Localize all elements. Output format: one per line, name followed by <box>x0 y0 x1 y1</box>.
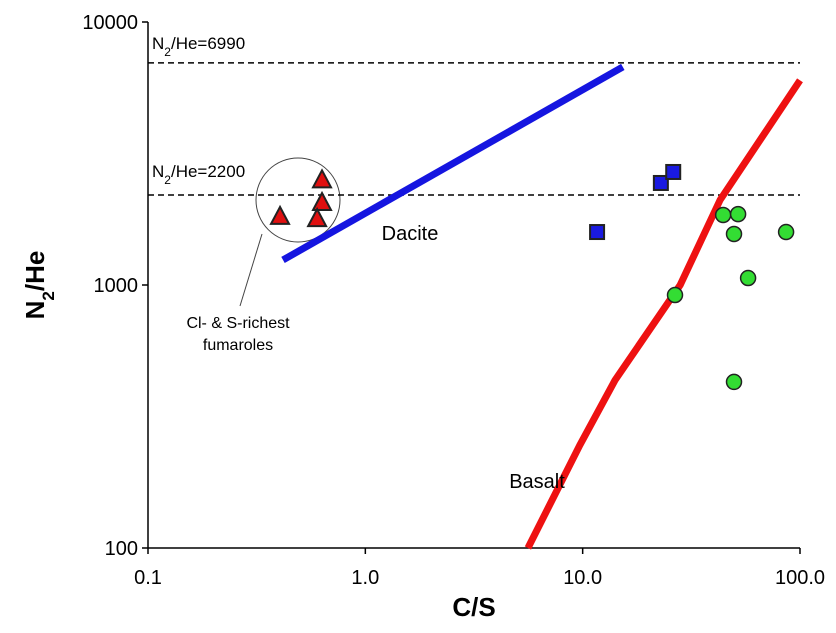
reference-label-part: 2 <box>164 45 171 59</box>
annotation: fumaroles <box>203 337 273 354</box>
annotation: Cl- & S-richest <box>186 315 290 332</box>
y-tick-label: 100 <box>105 538 138 560</box>
circle-marker <box>777 223 795 241</box>
square-marker <box>652 174 669 191</box>
x-tick-label: 100.0 <box>775 567 825 589</box>
x-tick-label: 0.1 <box>134 567 162 589</box>
y-tick-label: 10000 <box>82 12 138 34</box>
reference-label-part: /He=6990 <box>171 34 245 53</box>
reference-label: N2/He=2200 <box>152 162 245 187</box>
y-axis-label-part: 2 <box>39 291 58 300</box>
x-tick-label: 10.0 <box>563 567 602 589</box>
reference-label: N2/He=6990 <box>152 34 245 59</box>
reference-label-part: N <box>152 162 164 181</box>
circle-marker <box>725 225 743 243</box>
x-axis-label: C/S <box>452 592 495 622</box>
circle-marker <box>714 206 732 224</box>
circle-marker <box>739 269 757 287</box>
triangle-marker <box>311 168 333 189</box>
square-marker <box>665 163 682 180</box>
y-axis-label-part: N <box>20 301 50 320</box>
y-axis-label: N2/He <box>20 251 58 320</box>
circle-marker <box>725 373 743 391</box>
circle-marker <box>729 205 747 223</box>
triangle-marker <box>311 190 333 212</box>
reference-label-part: N <box>152 34 164 53</box>
line <box>524 78 803 550</box>
series-label: Dacite <box>382 223 439 245</box>
reference-label-part: /He=2200 <box>171 162 245 181</box>
reference-label-part: 2 <box>164 173 171 187</box>
triangle-marker <box>306 207 328 228</box>
pointer-line <box>239 233 263 307</box>
square-marker <box>589 224 606 241</box>
line <box>281 63 625 264</box>
highlight-circle <box>255 157 341 243</box>
triangle-marker <box>269 204 291 225</box>
y-tick-label: 1000 <box>94 275 139 297</box>
x-tick-label: 1.0 <box>351 567 379 589</box>
circle-marker <box>666 286 684 304</box>
y-axis-label-part: /He <box>20 251 50 291</box>
series-label: Basalt <box>509 471 565 493</box>
